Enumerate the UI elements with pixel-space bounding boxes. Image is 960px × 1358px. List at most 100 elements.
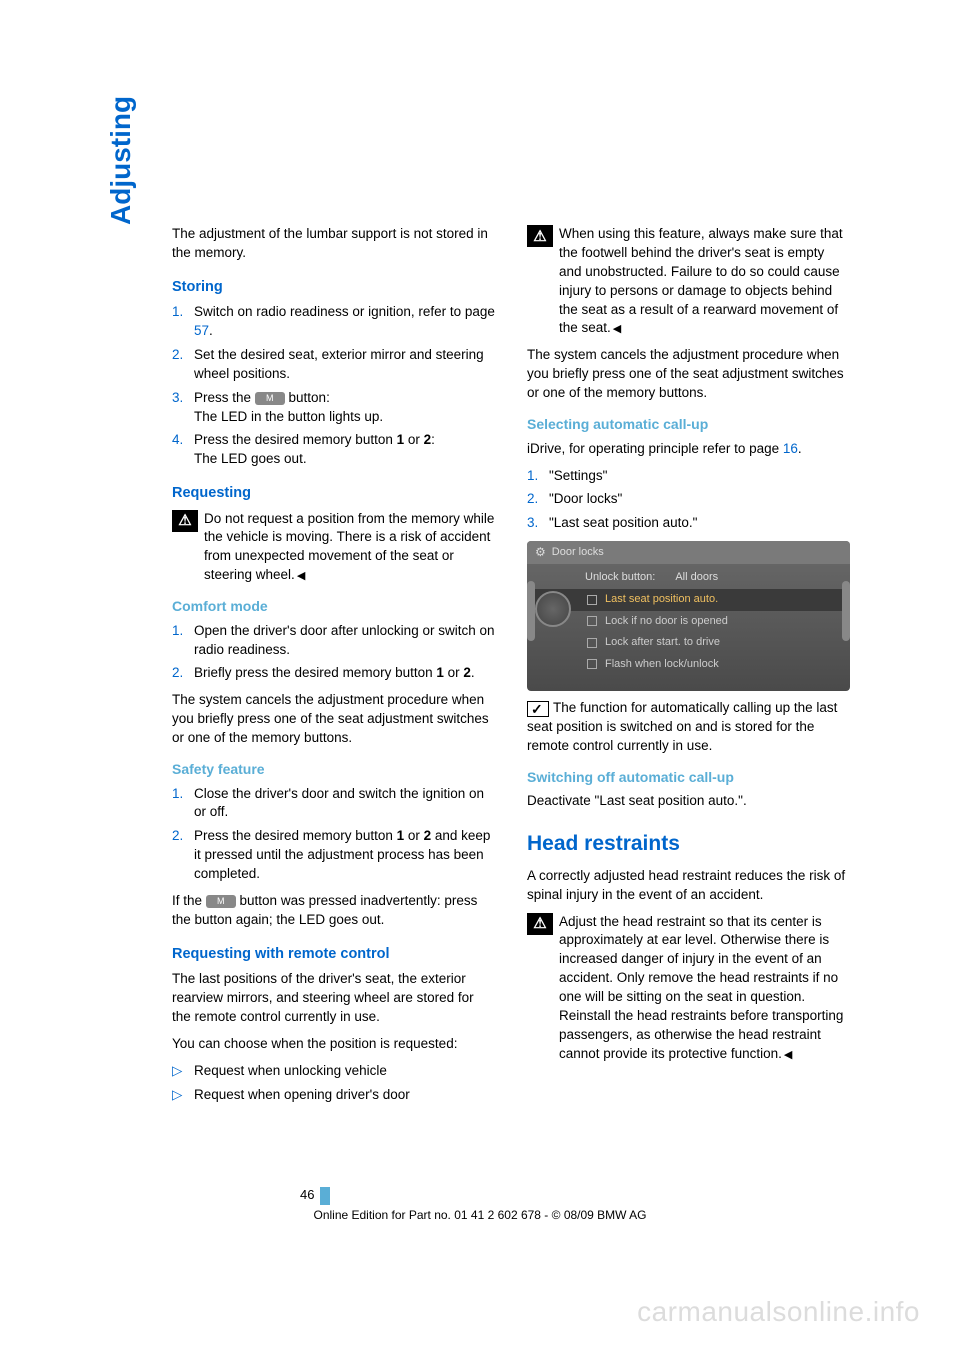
list-item: 3. Press the M button:The LED in the but…	[172, 389, 495, 427]
m-button-icon: M	[255, 392, 285, 405]
warning-box: Do not request a position from the memor…	[172, 510, 495, 586]
content-columns: The adjustment of the lumbar support is …	[172, 225, 850, 1112]
item-number: 1.	[172, 303, 194, 341]
warning-box: Adjust the head restraint so that its ce…	[527, 913, 850, 1064]
list-item: 2. Set the desired seat, exterior mirror…	[172, 346, 495, 384]
ss-unlock-label: Unlock button:	[585, 570, 655, 585]
remote-p2: You can choose when the position is requ…	[172, 1035, 495, 1054]
check-icon	[527, 701, 549, 717]
ss-row: Lock if no door is opened	[527, 611, 850, 632]
item-number: 1.	[172, 785, 194, 823]
ss-unlock-row: Unlock button: All doors	[527, 564, 850, 589]
page-number: 46	[300, 1187, 314, 1202]
item-number: 3.	[527, 514, 549, 533]
warning-box: When using this feature, always make sur…	[527, 225, 850, 338]
remote-bullets: ▷Request when unlocking vehicle ▷Request…	[172, 1062, 495, 1105]
manual-page: Adjusting The adjustment of the lumbar s…	[0, 0, 960, 1358]
ss-row-label: Last seat position auto.	[605, 592, 718, 607]
watermark: carmanualsonline.info	[637, 1296, 920, 1328]
remote-heading: Requesting with remote control	[172, 944, 495, 964]
item-text: Switch on radio readiness or ignition, r…	[194, 303, 495, 341]
item-text: "Settings"	[549, 467, 850, 486]
item-text: Set the desired seat, exterior mirror an…	[194, 346, 495, 384]
item-number: 2.	[172, 346, 194, 384]
bullet-icon: ▷	[172, 1062, 194, 1081]
item-text: Press the desired memory button 1 or 2 a…	[194, 827, 495, 884]
ss-unlock-value: All doors	[675, 570, 718, 585]
page-number-bar	[320, 1187, 330, 1205]
page-link[interactable]: 16	[783, 441, 798, 456]
ss-row: Flash when lock/unlock	[527, 654, 850, 675]
storing-list: 1. Switch on radio readiness or ignition…	[172, 303, 495, 469]
item-text: Close the driver's door and switch the i…	[194, 785, 495, 823]
checkbox-icon	[587, 659, 597, 669]
selecting-list: 1."Settings" 2."Door locks" 3."Last seat…	[527, 467, 850, 534]
ss-row: Lock after start. to drive	[527, 632, 850, 653]
safety-list: 1. Close the driver's door and switch th…	[172, 785, 495, 884]
safety-after: If the M button was pressed inadvertentl…	[172, 892, 495, 930]
list-item: 1."Settings"	[527, 467, 850, 486]
warning-text: Do not request a position from the memor…	[204, 510, 495, 586]
warning-text: When using this feature, always make sur…	[559, 225, 850, 338]
item-text: Briefly press the desired memory button …	[194, 664, 495, 683]
checkbox-icon	[587, 595, 597, 605]
item-text: "Door locks"	[549, 490, 850, 509]
after-warn: The system cancels the adjustment proced…	[527, 346, 850, 403]
item-text: Press the desired memory button 1 or 2:T…	[194, 431, 495, 469]
list-item: 1. Close the driver's door and switch th…	[172, 785, 495, 823]
item-number: 1.	[172, 622, 194, 660]
left-column: The adjustment of the lumbar support is …	[172, 225, 495, 1112]
item-number: 2.	[172, 827, 194, 884]
head-restraints-p1: A correctly adjusted head restraint redu…	[527, 867, 850, 905]
storing-heading: Storing	[172, 277, 495, 297]
item-number: 4.	[172, 431, 194, 469]
list-item: 1. Switch on radio readiness or ignition…	[172, 303, 495, 341]
selecting-heading: Selecting automatic call-up	[527, 415, 850, 435]
comfort-list: 1. Open the driver's door after unlockin…	[172, 622, 495, 684]
ss-row-label: Lock after start. to drive	[605, 635, 720, 650]
bullet-item: ▷Request when opening driver's door	[172, 1086, 495, 1105]
item-number: 3.	[172, 389, 194, 427]
list-item: 2."Door locks"	[527, 490, 850, 509]
checkbox-icon	[587, 638, 597, 648]
after-screenshot: The function for automatically calling u…	[527, 699, 850, 756]
item-number: 2.	[527, 490, 549, 509]
bullet-text: Request when unlocking vehicle	[194, 1062, 495, 1081]
list-item: 1. Open the driver's door after unlockin…	[172, 622, 495, 660]
list-item: 4. Press the desired memory button 1 or …	[172, 431, 495, 469]
ss-edge	[842, 581, 850, 641]
m-button-icon: M	[206, 895, 236, 908]
list-item: 2. Briefly press the desired memory butt…	[172, 664, 495, 683]
right-column: When using this feature, always make sur…	[527, 225, 850, 1112]
ss-row-label: Lock if no door is opened	[605, 614, 728, 629]
item-text: "Last seat position auto."	[549, 514, 850, 533]
intro-text: The adjustment of the lumbar support is …	[172, 225, 495, 263]
head-restraints-heading: Head restraints	[527, 829, 850, 858]
section-label: Adjusting	[105, 96, 137, 225]
selecting-intro: iDrive, for operating principle refer to…	[527, 440, 850, 459]
requesting-heading: Requesting	[172, 483, 495, 503]
warning-icon	[527, 913, 553, 935]
remote-p1: The last positions of the driver's seat,…	[172, 970, 495, 1027]
footer-text: Online Edition for Part no. 01 41 2 602 …	[0, 1208, 960, 1222]
comfort-heading: Comfort mode	[172, 597, 495, 617]
switching-off-text: Deactivate "Last seat position auto.".	[527, 792, 850, 811]
gear-icon: ⚙	[535, 544, 546, 561]
list-item: 2. Press the desired memory button 1 or …	[172, 827, 495, 884]
item-text: Open the driver's door after unlocking o…	[194, 622, 495, 660]
comfort-after: The system cancels the adjustment proced…	[172, 691, 495, 748]
ss-title: Door locks	[552, 545, 604, 560]
ss-row: Last seat position auto.	[527, 589, 850, 610]
page-link[interactable]: 57	[194, 323, 209, 338]
bullet-item: ▷Request when unlocking vehicle	[172, 1062, 495, 1081]
warning-icon	[527, 225, 553, 247]
ss-title-bar: ⚙ Door locks	[527, 541, 850, 564]
warning-text: Adjust the head restraint so that its ce…	[559, 913, 850, 1064]
idrive-screenshot: ⚙ Door locks Unlock button: All doors La…	[527, 541, 850, 691]
switching-off-heading: Switching off automatic call-up	[527, 768, 850, 788]
warning-icon	[172, 510, 198, 532]
bullet-text: Request when opening driver's door	[194, 1086, 495, 1105]
ss-edge	[527, 581, 535, 641]
checkbox-icon	[587, 616, 597, 626]
safety-heading: Safety feature	[172, 760, 495, 780]
